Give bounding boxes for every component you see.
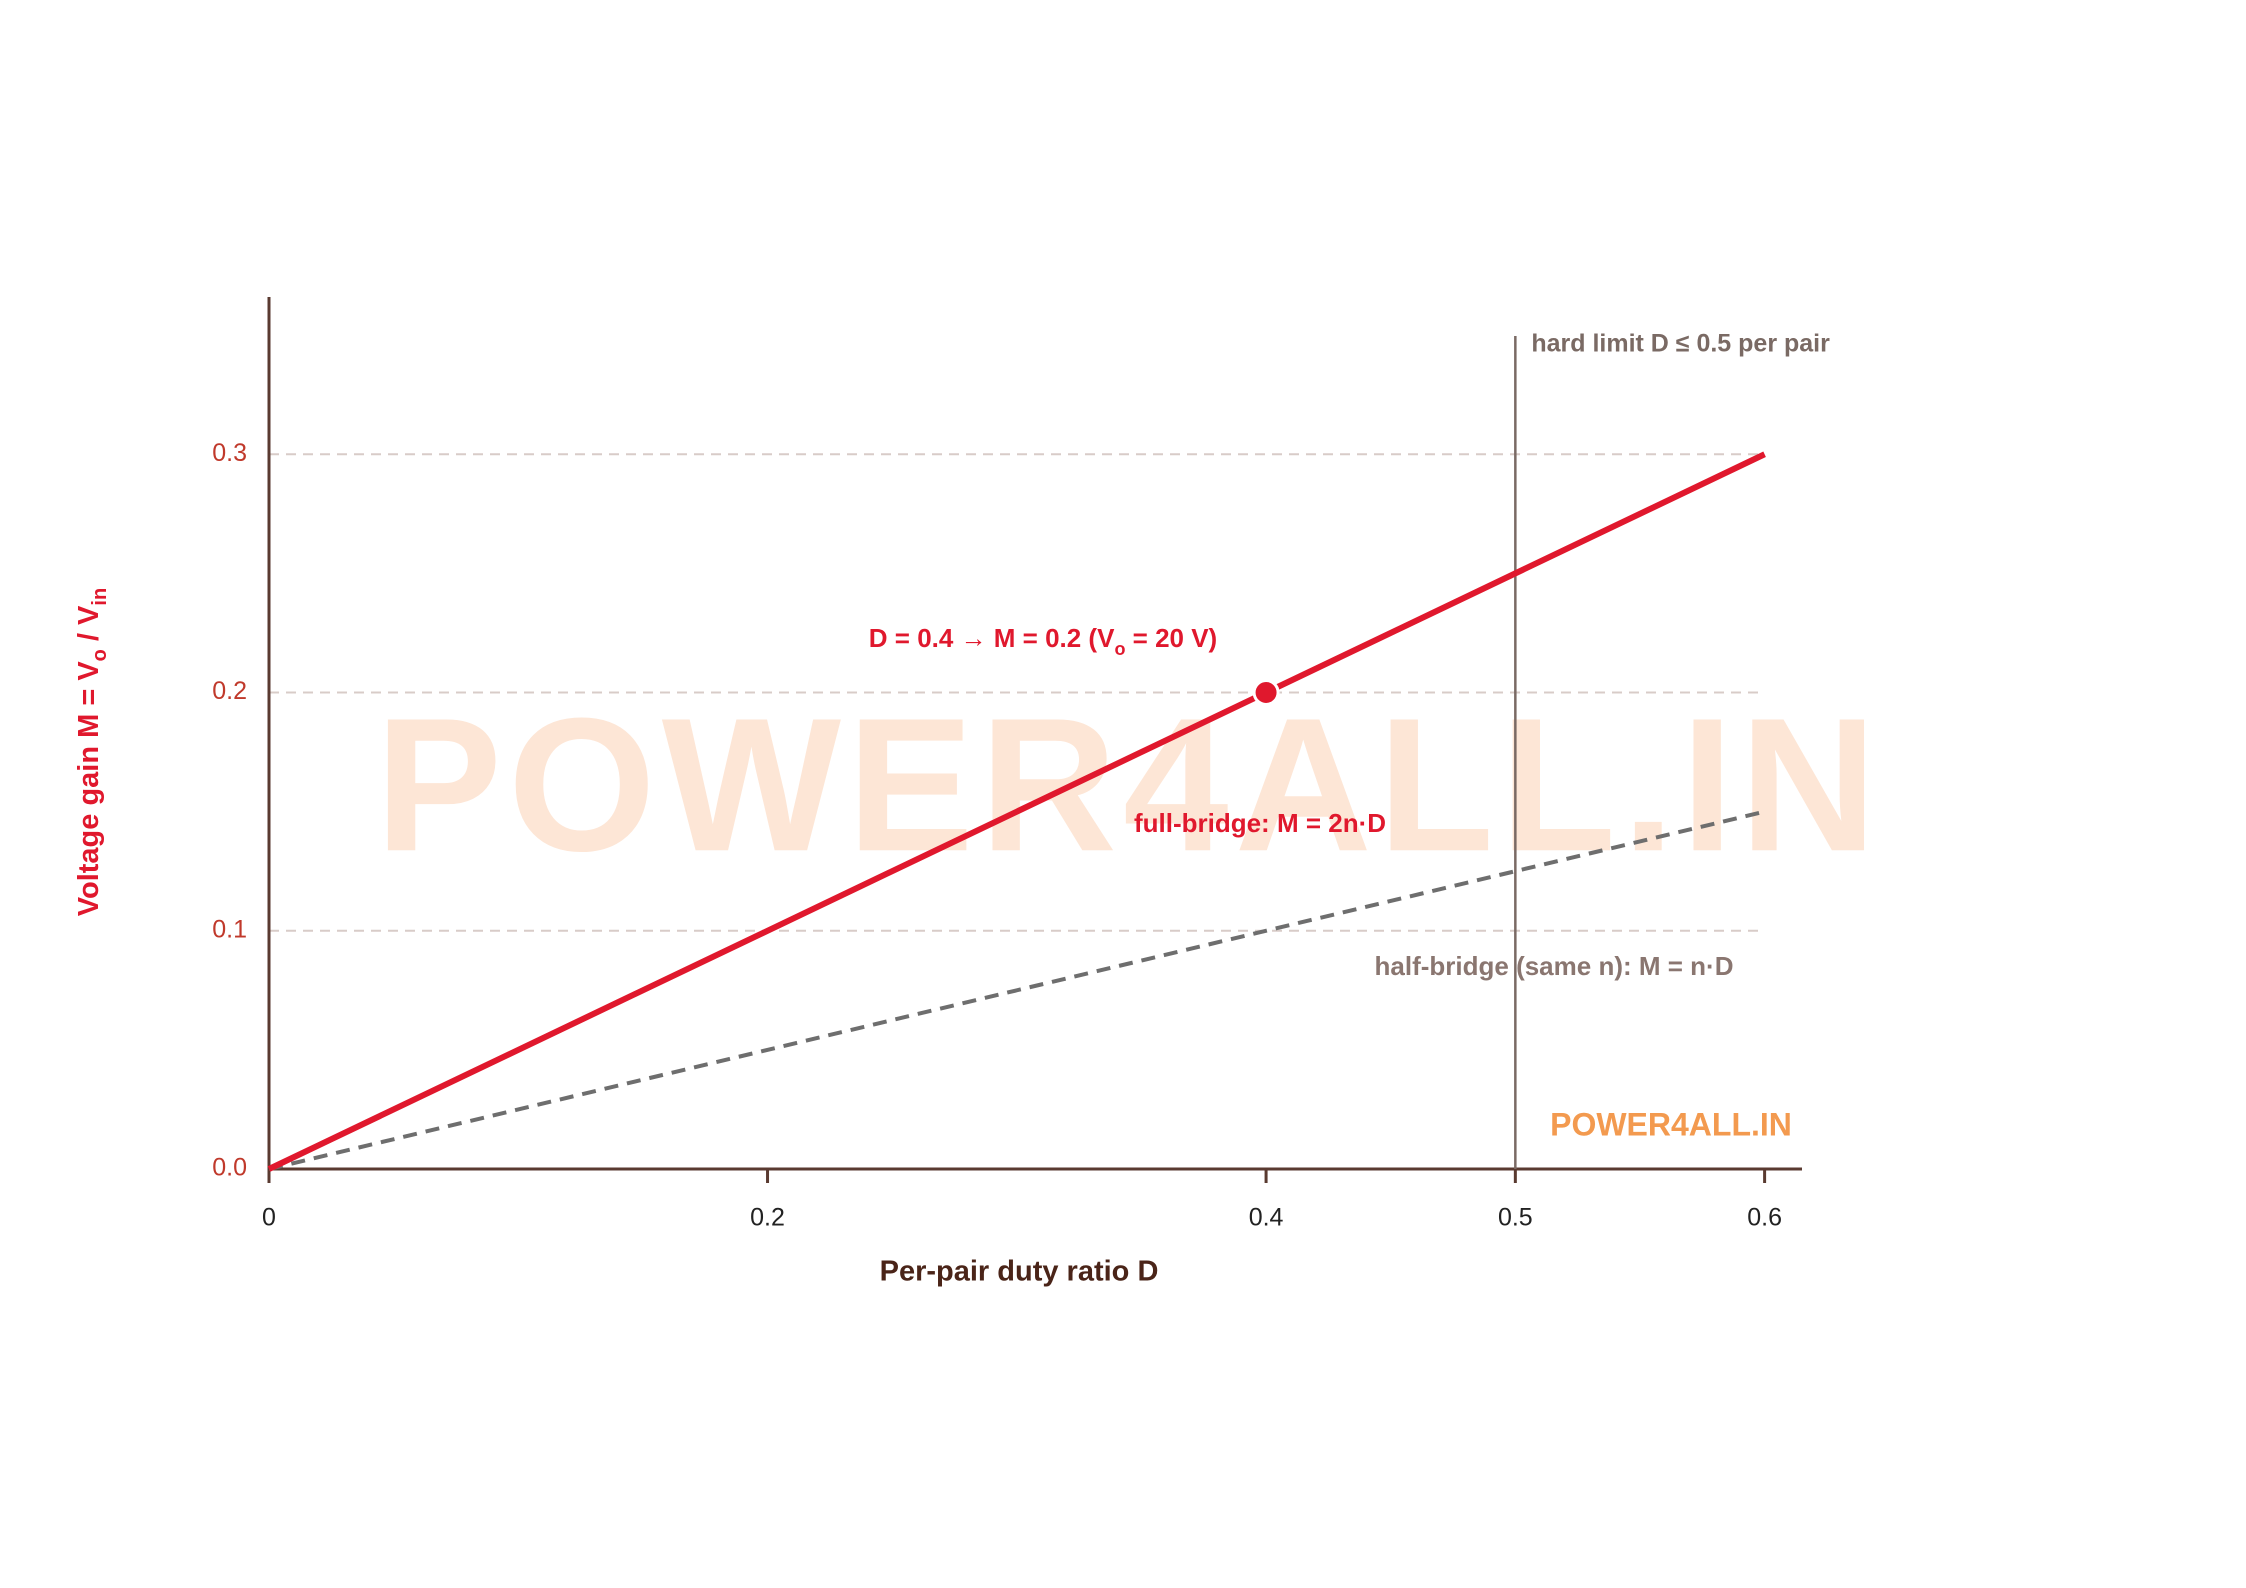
- x-axis-label: Per-pair duty ratio D: [880, 1256, 1159, 1288]
- limit-label: hard limit D ≤ 0.5 per pair: [1531, 330, 1830, 358]
- legend-label: full-bridge: M = 2n·D: [1134, 808, 1386, 838]
- x-tick-label: 0.4: [1249, 1204, 1284, 1232]
- x-tick-label: 0.2: [750, 1204, 785, 1232]
- y-axis-label-part: in: [89, 588, 111, 606]
- y-axis-label-part: / V: [73, 605, 105, 649]
- y-tick-label: 0.3: [212, 439, 247, 467]
- x-tick-label: 0.6: [1747, 1204, 1782, 1232]
- y-tick-label: 0.2: [212, 677, 247, 705]
- y-tick-label: 0.0: [212, 1154, 247, 1182]
- annotation-part: D = 0.4 → M = 0.2 (V: [869, 623, 1115, 653]
- x-tick-label: 0.5: [1498, 1204, 1533, 1232]
- watermark: POWER4ALL.IN: [375, 679, 1883, 891]
- annotation: D = 0.4 → M = 0.2 (Vo = 20 V): [869, 623, 1217, 659]
- annotation-part: o: [1114, 639, 1125, 659]
- series-line: [267, 451, 1766, 1172]
- y-axis-label-part: Voltage gain M = V: [73, 661, 105, 917]
- highlight-point: [1252, 678, 1280, 706]
- annotation-part: = 20 V): [1125, 623, 1217, 653]
- y-axis-label: Voltage gain M = Vo / Vin: [73, 588, 112, 916]
- logo: POWER4ALL.IN: [1550, 1106, 1792, 1142]
- legend-label: half-bridge (same n): M = n·D: [1375, 951, 1734, 981]
- y-axis-label-part: o: [89, 649, 111, 661]
- x-tick-label: 0: [262, 1204, 276, 1232]
- series-line: [268, 809, 1766, 1171]
- plot-area: 0.0 0.1 0.2 0.3 0 0.2 0.4 0.5 0.6 hard limit D ≤ …: [212, 297, 1830, 1232]
- y-tick-label: 0.1: [212, 915, 247, 943]
